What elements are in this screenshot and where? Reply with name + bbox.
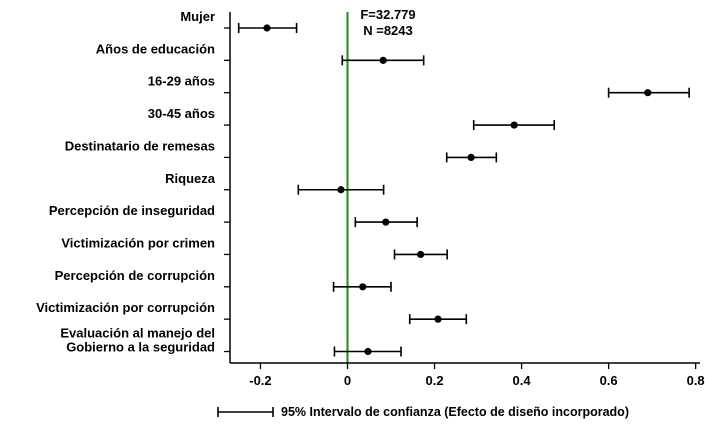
point-estimate bbox=[417, 250, 425, 259]
x-tick-label: 0.4 bbox=[513, 373, 532, 388]
plot-area bbox=[237, 12, 690, 363]
legend-label: 95% Intervalo de confianza (Efecto de di… bbox=[281, 405, 629, 419]
point-estimate bbox=[359, 283, 367, 291]
point-estimate bbox=[644, 89, 652, 97]
legend: 95% Intervalo de confianza (Efecto de di… bbox=[217, 405, 629, 419]
category-label: Percepción de corrupción bbox=[55, 268, 215, 283]
point-estimate bbox=[263, 24, 271, 32]
x-tick-label: -0.2 bbox=[249, 373, 271, 388]
category-label-line: Gobierno a la seguridad bbox=[66, 340, 215, 355]
point-estimate bbox=[382, 218, 390, 226]
x-tick-label: 0.6 bbox=[600, 373, 618, 388]
category-label: Percepción de inseguridad bbox=[49, 203, 215, 218]
y-axis: Mujer Años de educación 16-29 años 30-45 añ… bbox=[36, 9, 231, 363]
category-label: Mujer bbox=[180, 9, 215, 24]
point-estimate bbox=[434, 315, 442, 323]
x-axis: -0.2 0 0.2 0.4 0.6 0.8 bbox=[230, 362, 705, 388]
category-label: Años de educación bbox=[96, 41, 215, 56]
category-label-line: Evaluación al manejo del bbox=[60, 326, 215, 341]
category-label: Evaluación al manejo del Gobierno a la se… bbox=[60, 326, 215, 355]
sample-size: N =8243 bbox=[363, 23, 413, 38]
category-label: Victimización por corrupción bbox=[36, 300, 215, 315]
category-label: Victimización por crimen bbox=[61, 235, 215, 250]
x-tick-label: 0.8 bbox=[687, 373, 705, 388]
point-estimate bbox=[337, 186, 345, 194]
point-estimate bbox=[510, 121, 518, 129]
f-statistic: F=32.779 bbox=[360, 7, 415, 22]
x-tick-label: 0 bbox=[344, 373, 351, 388]
point-estimate bbox=[379, 56, 387, 64]
model-stats: F=32.779 N =8243 bbox=[360, 7, 415, 38]
category-label: Riqueza bbox=[165, 171, 216, 186]
category-label: 16-29 años bbox=[148, 74, 215, 89]
point-estimate bbox=[364, 347, 372, 356]
category-label: Destinatario de remesas bbox=[65, 138, 215, 153]
point-estimate bbox=[467, 153, 475, 161]
category-label: 30-45 años bbox=[148, 106, 215, 121]
x-tick-label: 0.2 bbox=[425, 373, 443, 388]
